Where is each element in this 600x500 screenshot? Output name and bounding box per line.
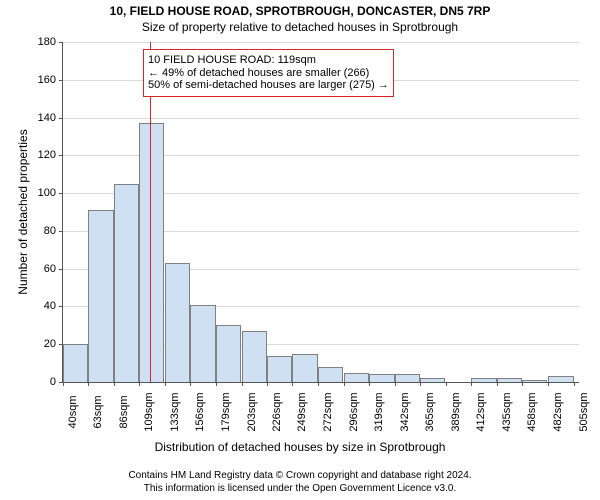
y-tick-label: 100 [28, 187, 56, 199]
histogram-bar [88, 210, 113, 382]
x-tick-label: 412sqm [475, 392, 487, 431]
x-tick-label: 133sqm [169, 392, 181, 431]
annotation-line: ← 49% of detached houses are smaller (26… [148, 67, 389, 80]
histogram-bar [216, 325, 241, 382]
footer-copyright-line2: This information is licensed under the O… [0, 483, 600, 494]
x-tick-label: 435sqm [501, 392, 513, 431]
histogram-bar [420, 378, 445, 382]
x-tick-label: 156sqm [194, 392, 206, 431]
y-tick-label: 180 [28, 36, 56, 48]
x-tick-label: 319sqm [373, 392, 385, 431]
x-tick-label: 86sqm [118, 395, 130, 428]
x-tick-label: 109sqm [143, 392, 155, 431]
histogram-bar [114, 184, 139, 382]
chart-subtitle: Size of property relative to detached ho… [0, 20, 600, 34]
x-tick-label: 505sqm [578, 392, 590, 431]
histogram-bar [522, 380, 547, 382]
x-tick-label: 365sqm [424, 392, 436, 431]
histogram-bar [190, 305, 215, 382]
histogram-bar [344, 373, 369, 382]
x-tick-label: 63sqm [92, 395, 104, 428]
gridline [63, 118, 579, 119]
x-tick-label: 458sqm [526, 392, 538, 431]
footer-copyright-line1: Contains HM Land Registry data © Crown c… [0, 470, 600, 481]
histogram-bar [395, 374, 420, 382]
histogram-bar [63, 344, 88, 382]
histogram-bar [548, 376, 573, 382]
annotation-box: 10 FIELD HOUSE ROAD: 119sqm← 49% of deta… [143, 49, 394, 97]
histogram-bar [267, 356, 292, 382]
y-tick-label: 160 [28, 74, 56, 86]
histogram-bar [497, 378, 522, 382]
x-tick-label: 40sqm [67, 395, 79, 428]
histogram-bar [242, 331, 267, 382]
histogram-bar [139, 123, 164, 382]
x-tick-label: 296sqm [348, 392, 360, 431]
y-tick-label: 40 [28, 300, 56, 312]
x-tick-label: 226sqm [271, 392, 283, 431]
y-axis-label: Number of detached properties [16, 129, 30, 294]
y-tick-label: 80 [28, 225, 56, 237]
histogram-bar [471, 378, 496, 382]
plot-area: 10 FIELD HOUSE ROAD: 119sqm← 49% of deta… [62, 42, 579, 383]
annotation-line: 10 FIELD HOUSE ROAD: 119sqm [148, 54, 389, 67]
chart-container: { "title_line1": "10, FIELD HOUSE ROAD, … [0, 0, 600, 500]
x-tick-label: 389sqm [450, 392, 462, 431]
histogram-bar [165, 263, 190, 382]
y-tick-label: 0 [28, 376, 56, 388]
histogram-bar [369, 374, 394, 382]
gridline [63, 42, 579, 43]
x-tick-label: 249sqm [296, 392, 308, 431]
x-tick-label: 342sqm [399, 392, 411, 431]
x-tick-label: 482sqm [552, 392, 564, 431]
x-tick-label: 272sqm [322, 392, 334, 431]
histogram-bar [292, 354, 317, 382]
x-tick-label: 203sqm [246, 392, 258, 431]
y-tick-label: 60 [28, 263, 56, 275]
annotation-line: 50% of semi-detached houses are larger (… [148, 79, 389, 92]
y-tick-label: 120 [28, 149, 56, 161]
chart-title-line1: 10, FIELD HOUSE ROAD, SPROTBROUGH, DONCA… [0, 4, 600, 18]
y-tick-label: 140 [28, 112, 56, 124]
y-tick-label: 20 [28, 338, 56, 350]
x-tick-label: 179sqm [220, 392, 232, 431]
histogram-bar [318, 367, 343, 382]
x-axis-label: Distribution of detached houses by size … [0, 440, 600, 454]
